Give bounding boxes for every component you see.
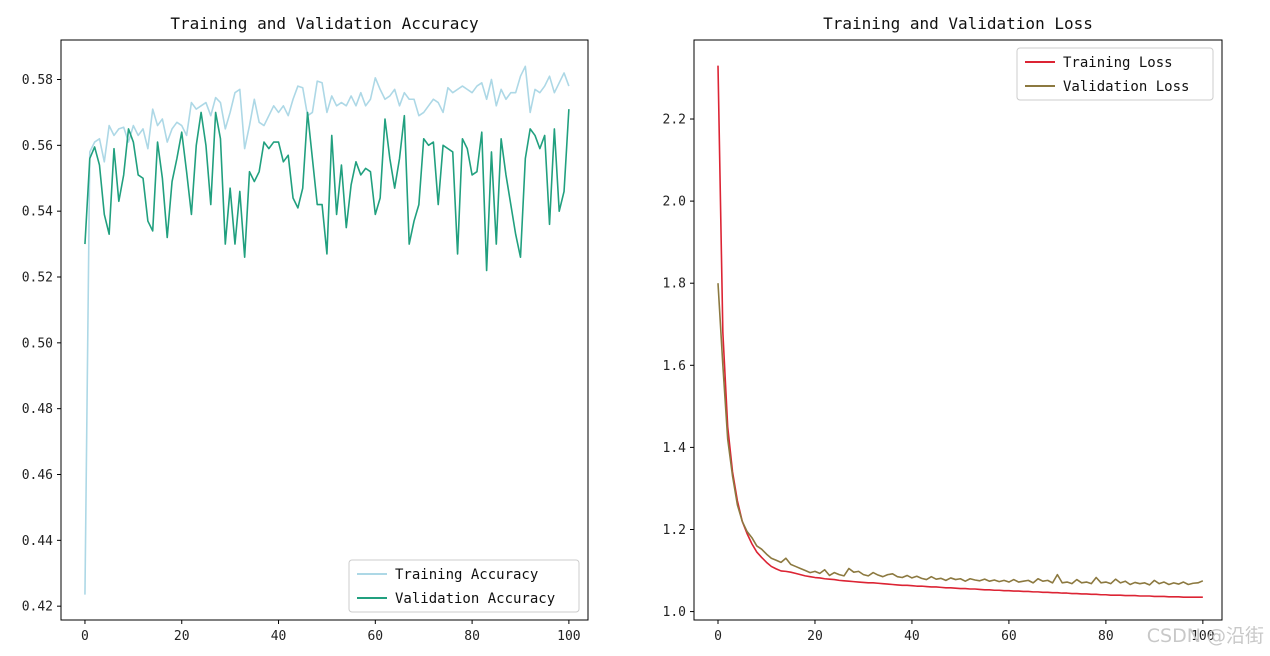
loss-y-tick-label: 1.0	[663, 605, 686, 620]
validation-accuracy-line	[84, 109, 570, 272]
accuracy-x-tick-label: 100	[557, 629, 580, 644]
loss-y-tick-label: 1.6	[663, 359, 686, 374]
accuracy-legend-box	[348, 559, 580, 613]
loss-y-tick-label: 2.0	[663, 195, 686, 210]
loss-chart: Training and Validation Loss 0 20 40 60 80 10…	[663, 14, 1223, 644]
loss-y-tick-label: 1.8	[663, 277, 686, 292]
loss-x-tick-label: 40	[904, 629, 920, 644]
validation-loss-line	[717, 283, 1204, 586]
accuracy-chart-title: Training and Validation Accuracy	[170, 14, 479, 33]
training-loss-line	[717, 65, 1203, 599]
accuracy-y-tick-label: 0.52	[22, 271, 53, 286]
loss-legend-box	[1016, 47, 1214, 101]
validation-loss-legend-label: Validation Loss	[1063, 79, 1189, 95]
accuracy-x-tick-label: 0	[81, 629, 89, 644]
training-accuracy-legend-label: Training Accuracy	[395, 567, 538, 583]
loss-x-tick-label: 20	[807, 629, 823, 644]
accuracy-plot-frame	[60, 39, 589, 621]
watermark: CSDN @沿街	[1146, 625, 1264, 647]
loss-y-tick-label: 1.2	[663, 523, 686, 538]
accuracy-x-tick-label: 40	[271, 629, 287, 644]
loss-x-tick-label: 80	[1098, 629, 1114, 644]
training-accuracy-line	[84, 65, 570, 595]
accuracy-chart: Training and Validation Accuracy 0 20 40 60…	[22, 14, 589, 644]
loss-y-tick-label: 1.4	[663, 441, 687, 456]
loss-plot-frame	[693, 39, 1223, 621]
loss-x-tick-label: 0	[714, 629, 722, 644]
training-loss-legend-label: Training Loss	[1063, 55, 1173, 71]
accuracy-x-tick-label: 80	[464, 629, 480, 644]
accuracy-y-tick-label: 0.50	[22, 336, 53, 351]
loss-x-tick-label: 60	[1001, 629, 1017, 644]
accuracy-y-tick-label: 0.58	[22, 73, 53, 88]
loss-x-tick-label: 100	[1191, 629, 1214, 644]
accuracy-y-tick-label: 0.44	[22, 534, 53, 549]
accuracy-y-tick-label: 0.42	[22, 600, 53, 615]
accuracy-legend: Training Accuracy Validation Accuracy	[348, 559, 580, 613]
accuracy-x-tick-label: 60	[367, 629, 383, 644]
loss-y-tick-label: 2.2	[663, 113, 686, 128]
accuracy-y-tick-label: 0.56	[22, 139, 53, 154]
accuracy-y-tick-label: 0.48	[22, 402, 53, 417]
accuracy-y-tick-label: 0.54	[22, 205, 53, 220]
loss-legend: Training Loss Validation Loss	[1016, 47, 1214, 101]
accuracy-x-tick-label: 20	[174, 629, 190, 644]
validation-accuracy-legend-label: Validation Accuracy	[395, 591, 555, 607]
accuracy-y-tick-label: 0.46	[22, 468, 53, 483]
loss-chart-title: Training and Validation Loss	[823, 14, 1093, 33]
